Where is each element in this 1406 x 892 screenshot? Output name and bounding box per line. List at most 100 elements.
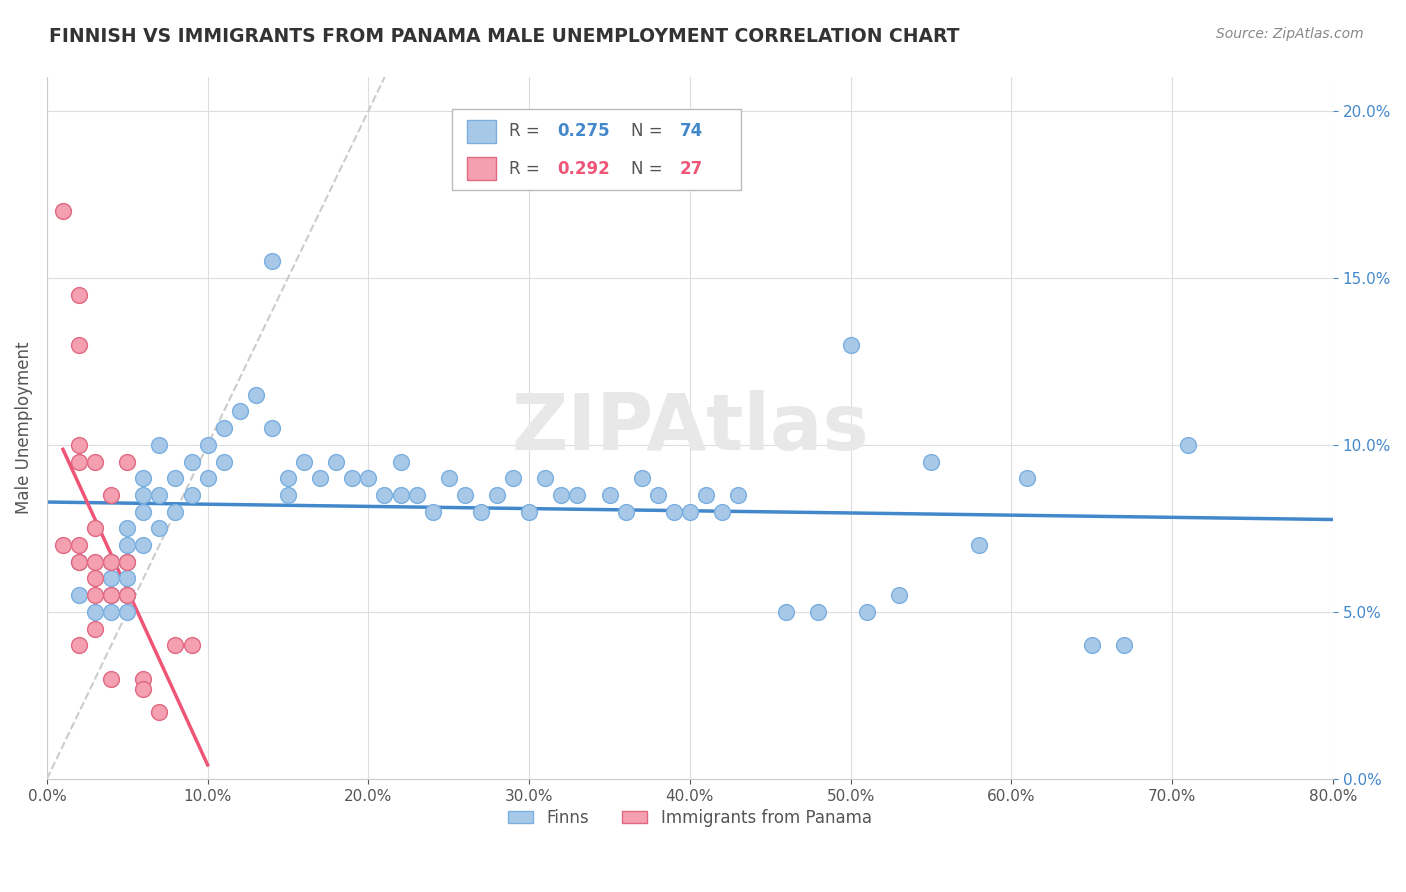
Point	[100, 555, 122, 569]
Point	[67, 555, 90, 569]
Point	[502, 471, 524, 485]
Text: Source: ZipAtlas.com: Source: ZipAtlas.com	[1216, 27, 1364, 41]
Point	[662, 505, 685, 519]
Point	[117, 555, 139, 569]
Point	[67, 588, 90, 602]
Text: N =: N =	[631, 160, 668, 178]
Point	[165, 505, 187, 519]
Point	[389, 454, 412, 468]
Point	[132, 471, 155, 485]
Point	[1112, 638, 1135, 652]
Text: ZIPAtlas: ZIPAtlas	[512, 390, 869, 467]
Point	[165, 471, 187, 485]
Point	[647, 488, 669, 502]
Point	[550, 488, 572, 502]
Point	[100, 572, 122, 586]
Point	[1081, 638, 1104, 652]
Point	[84, 572, 107, 586]
Point	[277, 488, 299, 502]
Point	[614, 505, 637, 519]
Point	[727, 488, 749, 502]
Point	[517, 505, 540, 519]
Point	[212, 421, 235, 435]
Point	[117, 538, 139, 552]
Point	[920, 454, 942, 468]
Point	[132, 505, 155, 519]
Point	[100, 605, 122, 619]
Point	[389, 488, 412, 502]
Text: R =: R =	[509, 160, 544, 178]
Point	[839, 337, 862, 351]
Point	[599, 488, 621, 502]
Point	[132, 672, 155, 686]
Point	[132, 681, 155, 696]
Point	[100, 488, 122, 502]
Point	[373, 488, 395, 502]
Point	[67, 337, 90, 351]
Point	[180, 454, 202, 468]
Point	[132, 488, 155, 502]
Point	[775, 605, 797, 619]
Point	[84, 555, 107, 569]
Point	[1177, 438, 1199, 452]
Point	[52, 204, 75, 219]
Point	[117, 605, 139, 619]
Point	[1017, 471, 1039, 485]
Point	[567, 488, 589, 502]
Point	[245, 388, 267, 402]
Point	[967, 538, 990, 552]
Point	[807, 605, 830, 619]
Point	[212, 454, 235, 468]
Point	[855, 605, 877, 619]
Point	[84, 605, 107, 619]
Y-axis label: Male Unemployment: Male Unemployment	[15, 342, 32, 515]
Point	[342, 471, 364, 485]
Point	[117, 555, 139, 569]
Point	[422, 505, 444, 519]
Point	[117, 454, 139, 468]
Text: R =: R =	[509, 122, 544, 140]
Point	[180, 638, 202, 652]
Point	[67, 287, 90, 301]
Legend: Finns, Immigrants from Panama: Finns, Immigrants from Panama	[502, 803, 879, 834]
Point	[67, 454, 90, 468]
Point	[229, 404, 252, 418]
Point	[117, 572, 139, 586]
Point	[260, 421, 283, 435]
Point	[148, 438, 170, 452]
Point	[630, 471, 652, 485]
Text: 74: 74	[679, 122, 703, 140]
Point	[180, 488, 202, 502]
Point	[679, 505, 702, 519]
Point	[132, 538, 155, 552]
Point	[534, 471, 557, 485]
Point	[148, 705, 170, 719]
Point	[437, 471, 460, 485]
Point	[67, 638, 90, 652]
Point	[67, 555, 90, 569]
Point	[117, 588, 139, 602]
Text: 27: 27	[679, 160, 703, 178]
Point	[405, 488, 427, 502]
Point	[148, 521, 170, 535]
Point	[84, 622, 107, 636]
Point	[100, 588, 122, 602]
Text: FINNISH VS IMMIGRANTS FROM PANAMA MALE UNEMPLOYMENT CORRELATION CHART: FINNISH VS IMMIGRANTS FROM PANAMA MALE U…	[49, 27, 960, 45]
FancyBboxPatch shape	[467, 157, 496, 180]
Text: 0.292: 0.292	[557, 160, 610, 178]
FancyBboxPatch shape	[467, 120, 496, 143]
Text: 0.275: 0.275	[557, 122, 610, 140]
Point	[277, 471, 299, 485]
Point	[711, 505, 734, 519]
Point	[67, 438, 90, 452]
Point	[148, 488, 170, 502]
Point	[84, 521, 107, 535]
Point	[84, 454, 107, 468]
Point	[695, 488, 717, 502]
Point	[454, 488, 477, 502]
Point	[117, 588, 139, 602]
Point	[357, 471, 380, 485]
Point	[52, 538, 75, 552]
Point	[309, 471, 332, 485]
Point	[325, 454, 347, 468]
